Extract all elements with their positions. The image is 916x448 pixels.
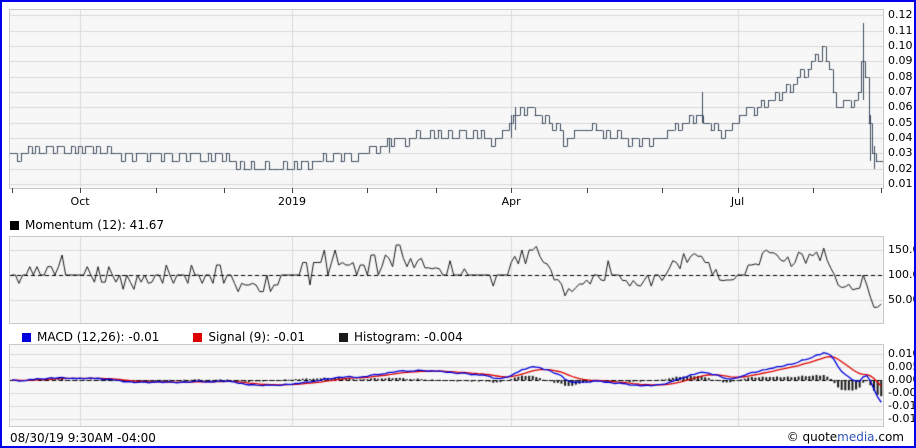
histogram-swatch (339, 333, 349, 342)
momentum-panel (9, 236, 884, 324)
macd-y-tick-label: -0.010 (888, 399, 916, 412)
x-axis-label: 2019 (278, 195, 307, 208)
month-tick-mark (80, 188, 82, 193)
price-y-tick-label: 0.06 (888, 100, 913, 114)
macd-legend-label: MACD (12,26): -0.01 (37, 330, 160, 344)
price-y-tick-label: 0.12 (888, 8, 913, 22)
price-y-tick-label: 0.11 (888, 23, 913, 37)
macd-chart-canvas (10, 345, 883, 426)
quotemedia-link[interactable]: media (837, 430, 875, 444)
macd-y-tick-label: -0.005 (888, 386, 916, 400)
momentum-y-tick-label: 150.00 (888, 243, 914, 256)
macd-panel (9, 344, 884, 427)
signal-line-swatch (193, 333, 203, 342)
signal-legend-item: Signal (9): -0.01 (193, 330, 305, 345)
price-y-tick-label: 0.02 (888, 161, 913, 175)
macd-y-tick-label: 0.005 (888, 360, 914, 374)
macd-line-swatch (22, 333, 31, 342)
copyright-suffix: .com (874, 430, 904, 444)
price-y-tick-label: 0.04 (888, 131, 913, 145)
copyright-prefix: © quote (786, 430, 838, 444)
month-tick-mark (881, 188, 883, 193)
x-axis-label: Oct (70, 195, 90, 208)
month-tick-mark (662, 188, 664, 193)
histogram-legend-item: Histogram: -0.004 (339, 330, 463, 345)
macd-y-tick-label: 0.010 (888, 347, 914, 361)
chart-timestamp: 08/30/19 9:30AM -04:00 (10, 431, 156, 445)
x-axis-label: Apr (501, 195, 521, 208)
price-y-tick-label: 0.10 (888, 39, 913, 53)
macd-legend-item: MACD (12,26): -0.01 (22, 330, 159, 345)
signal-legend-label: Signal (9): -0.01 (208, 330, 306, 344)
month-tick-mark (586, 188, 588, 193)
month-tick-mark (737, 188, 739, 193)
momentum-chart-canvas (10, 237, 883, 323)
price-y-tick-label: 0.08 (888, 69, 913, 83)
month-tick-mark (155, 188, 157, 193)
momentum-legend-label: Momentum (12): 41.67 (25, 218, 165, 232)
macd-legend: MACD (12,26): -0.01 Signal (9): -0.01 Hi… (22, 330, 463, 345)
month-tick-mark (223, 188, 225, 193)
month-tick-mark (367, 188, 369, 193)
momentum-legend: Momentum (12): 41.67 (10, 218, 164, 233)
price-chart-canvas (10, 10, 883, 188)
month-tick-mark (292, 188, 294, 193)
price-y-tick-label: 0.07 (888, 85, 913, 99)
price-panel (9, 9, 884, 189)
month-tick-mark (11, 188, 13, 193)
month-tick-mark (511, 188, 513, 193)
macd-y-tick-label: -0.015 (888, 411, 916, 425)
price-y-tick-label: 0.09 (888, 54, 913, 68)
price-y-tick-label: 0.05 (888, 115, 913, 129)
momentum-y-tick-label: 50.00 (888, 293, 914, 306)
price-y-tick-label: 0.03 (888, 146, 913, 160)
copyright: © quotemedia.com (787, 430, 904, 444)
x-axis-label: Jul (730, 195, 745, 208)
momentum-y-tick-label: 100.00 (888, 268, 914, 281)
macd-y-tick-label: 0.000 (888, 373, 914, 387)
month-tick-mark (812, 188, 814, 193)
price-y-tick-label: 0.01 (888, 177, 913, 191)
month-tick-mark (435, 188, 437, 193)
histogram-legend-label: Histogram: -0.004 (354, 330, 463, 344)
momentum-legend-swatch (10, 221, 19, 230)
